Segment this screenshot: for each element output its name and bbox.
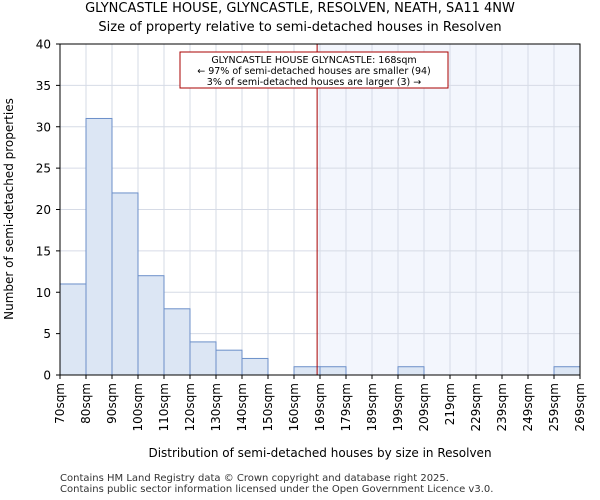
y-tick-label: 10: [36, 286, 51, 300]
x-tick-label: 70sqm: [53, 383, 67, 424]
y-tick-label: 30: [36, 120, 51, 134]
footer-line-1: Contains HM Land Registry data © Crown c…: [60, 473, 449, 484]
y-tick-label: 25: [36, 162, 51, 176]
bar: [111, 192, 139, 376]
y-axis-label: Number of semi-detached properties: [2, 98, 16, 320]
x-tick-label: 150sqm: [261, 383, 275, 431]
y-tick-labels: 0 5 10 15 20 25 30 35 40: [36, 38, 60, 383]
x-axis-label: Distribution of semi-detached houses by …: [148, 446, 491, 460]
y-tick-label: 0: [43, 369, 51, 383]
bar: [553, 366, 581, 376]
x-tick-label: 160sqm: [287, 383, 301, 431]
x-tick-label: 259sqm: [547, 383, 561, 431]
x-tick-label: 100sqm: [131, 383, 145, 431]
x-tick-label: 209sqm: [417, 383, 431, 431]
x-tick-label: 120sqm: [183, 383, 197, 431]
x-tick-label: 249sqm: [521, 383, 535, 431]
x-tick-label: 199sqm: [391, 383, 405, 431]
annotation-line-1: GLYNCASTLE HOUSE GLYNCASTLE: 168sqm: [211, 55, 416, 66]
chart-subtitle: Size of property relative to semi-detach…: [98, 20, 502, 35]
x-tick-label: 239sqm: [495, 383, 509, 431]
bar: [293, 366, 321, 376]
x-tick-label: 130sqm: [209, 383, 223, 431]
footer-line-2: Contains public sector information licen…: [60, 484, 494, 495]
x-tick-labels: 70sqm 80sqm 90sqm 100sqm 110sqm 120sqm 130sqm 1…: [53, 375, 587, 431]
x-tick-label: 219qm: [443, 383, 457, 425]
x-tick-label: 140sqm: [235, 383, 249, 431]
bar: [59, 283, 87, 376]
x-tick-label: 189sqm: [365, 383, 379, 431]
bar: [189, 341, 217, 376]
annotation-line-3: 3% of semi-detached houses are larger (3…: [207, 77, 421, 88]
bar: [397, 366, 425, 376]
annotation-box: [179, 51, 449, 89]
x-tick-label: 80sqm: [79, 383, 93, 424]
bar: [241, 357, 269, 376]
bar: [163, 308, 191, 376]
bar: [137, 275, 165, 376]
bars: [59, 117, 581, 376]
y-tick-label: 35: [36, 79, 51, 93]
x-tick-label: 90sqm: [105, 383, 119, 424]
y-tick-label: 15: [36, 244, 51, 258]
x-tick-label: 229sqm: [469, 383, 483, 431]
chart-title: GLYNCASTLE HOUSE, GLYNCASTLE, RESOLVEN, …: [85, 1, 515, 16]
x-tick-label: 179sqm: [339, 383, 353, 431]
y-tick-label: 5: [43, 327, 51, 341]
marker-annotation: GLYNCASTLE HOUSE GLYNCASTLE: 168sqm ← 97…: [179, 51, 449, 89]
bar: [85, 117, 113, 376]
y-tick-label: 40: [36, 38, 51, 52]
bar: [319, 366, 347, 376]
annotation-line-2: ← 97% of semi-detached houses are smalle…: [197, 66, 431, 77]
x-tick-label: 169sqm: [313, 383, 327, 431]
x-tick-label: 269sqm: [573, 383, 587, 431]
x-tick-label: 110sqm: [157, 383, 171, 431]
bar: [215, 349, 243, 376]
y-tick-label: 20: [36, 203, 51, 217]
